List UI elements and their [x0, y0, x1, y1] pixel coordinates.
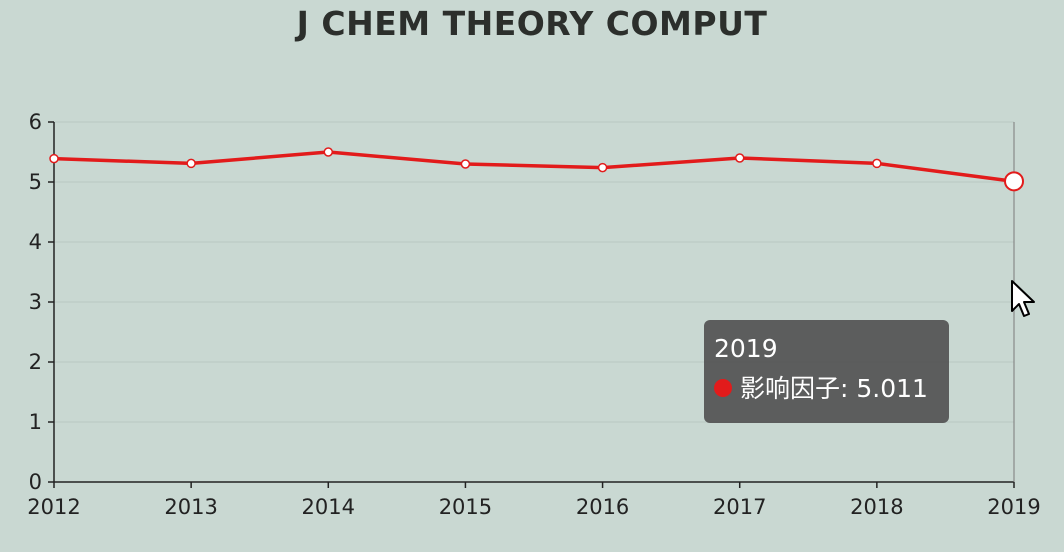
series-line — [53, 150, 1015, 184]
tooltip-separator: : — [840, 374, 857, 403]
data-point[interactable] — [460, 159, 471, 169]
grid-lines — [54, 121, 1014, 423]
tooltip: 2019 影响因子: 5.011 — [704, 320, 949, 423]
data-point[interactable] — [597, 162, 608, 173]
x-tick-label: 2014 — [302, 495, 355, 519]
tooltip-value: 5.011 — [856, 374, 928, 403]
y-tick-label: 4 — [29, 230, 42, 254]
y-tick-label: 5 — [29, 170, 42, 194]
x-tick-label: 2015 — [439, 495, 492, 519]
y-tick-label: 2 — [29, 350, 42, 374]
y-tick-label: 1 — [29, 410, 42, 434]
tooltip-series-name: 影响因子 — [740, 374, 841, 403]
series-group — [49, 147, 1024, 192]
data-point[interactable] — [734, 153, 745, 163]
y-axis-ticks: 0 1 2 3 4 5 6 — [29, 110, 54, 494]
data-point[interactable] — [323, 147, 334, 157]
x-axis-ticks: 2012 2013 2014 2015 2016 2017 2018 2019 — [27, 482, 1041, 519]
y-tick-label: 0 — [29, 470, 42, 494]
data-point[interactable] — [872, 158, 882, 169]
x-tick-label: 2018 — [850, 495, 903, 519]
tooltip-title: 2019 — [714, 334, 778, 363]
data-point[interactable] — [49, 153, 59, 164]
data-point[interactable] — [186, 158, 196, 169]
x-tick-label: 2013 — [164, 495, 217, 519]
y-tick-label: 6 — [29, 110, 42, 134]
tooltip-series-dot-icon — [714, 379, 732, 397]
x-tick-label: 2019 — [987, 495, 1040, 519]
x-tick-label: 2016 — [576, 495, 629, 519]
tooltip-row: 影响因子: 5.011 — [714, 374, 939, 404]
x-tick-label: 2017 — [713, 495, 766, 519]
highlighted-data-point[interactable] — [1004, 171, 1024, 192]
arrow-cursor-icon — [1011, 280, 1035, 317]
y-tick-label: 3 — [29, 290, 42, 314]
x-tick-label: 2012 — [27, 495, 80, 519]
chart-title: J CHEM THEORY COMPUT — [296, 4, 768, 43]
